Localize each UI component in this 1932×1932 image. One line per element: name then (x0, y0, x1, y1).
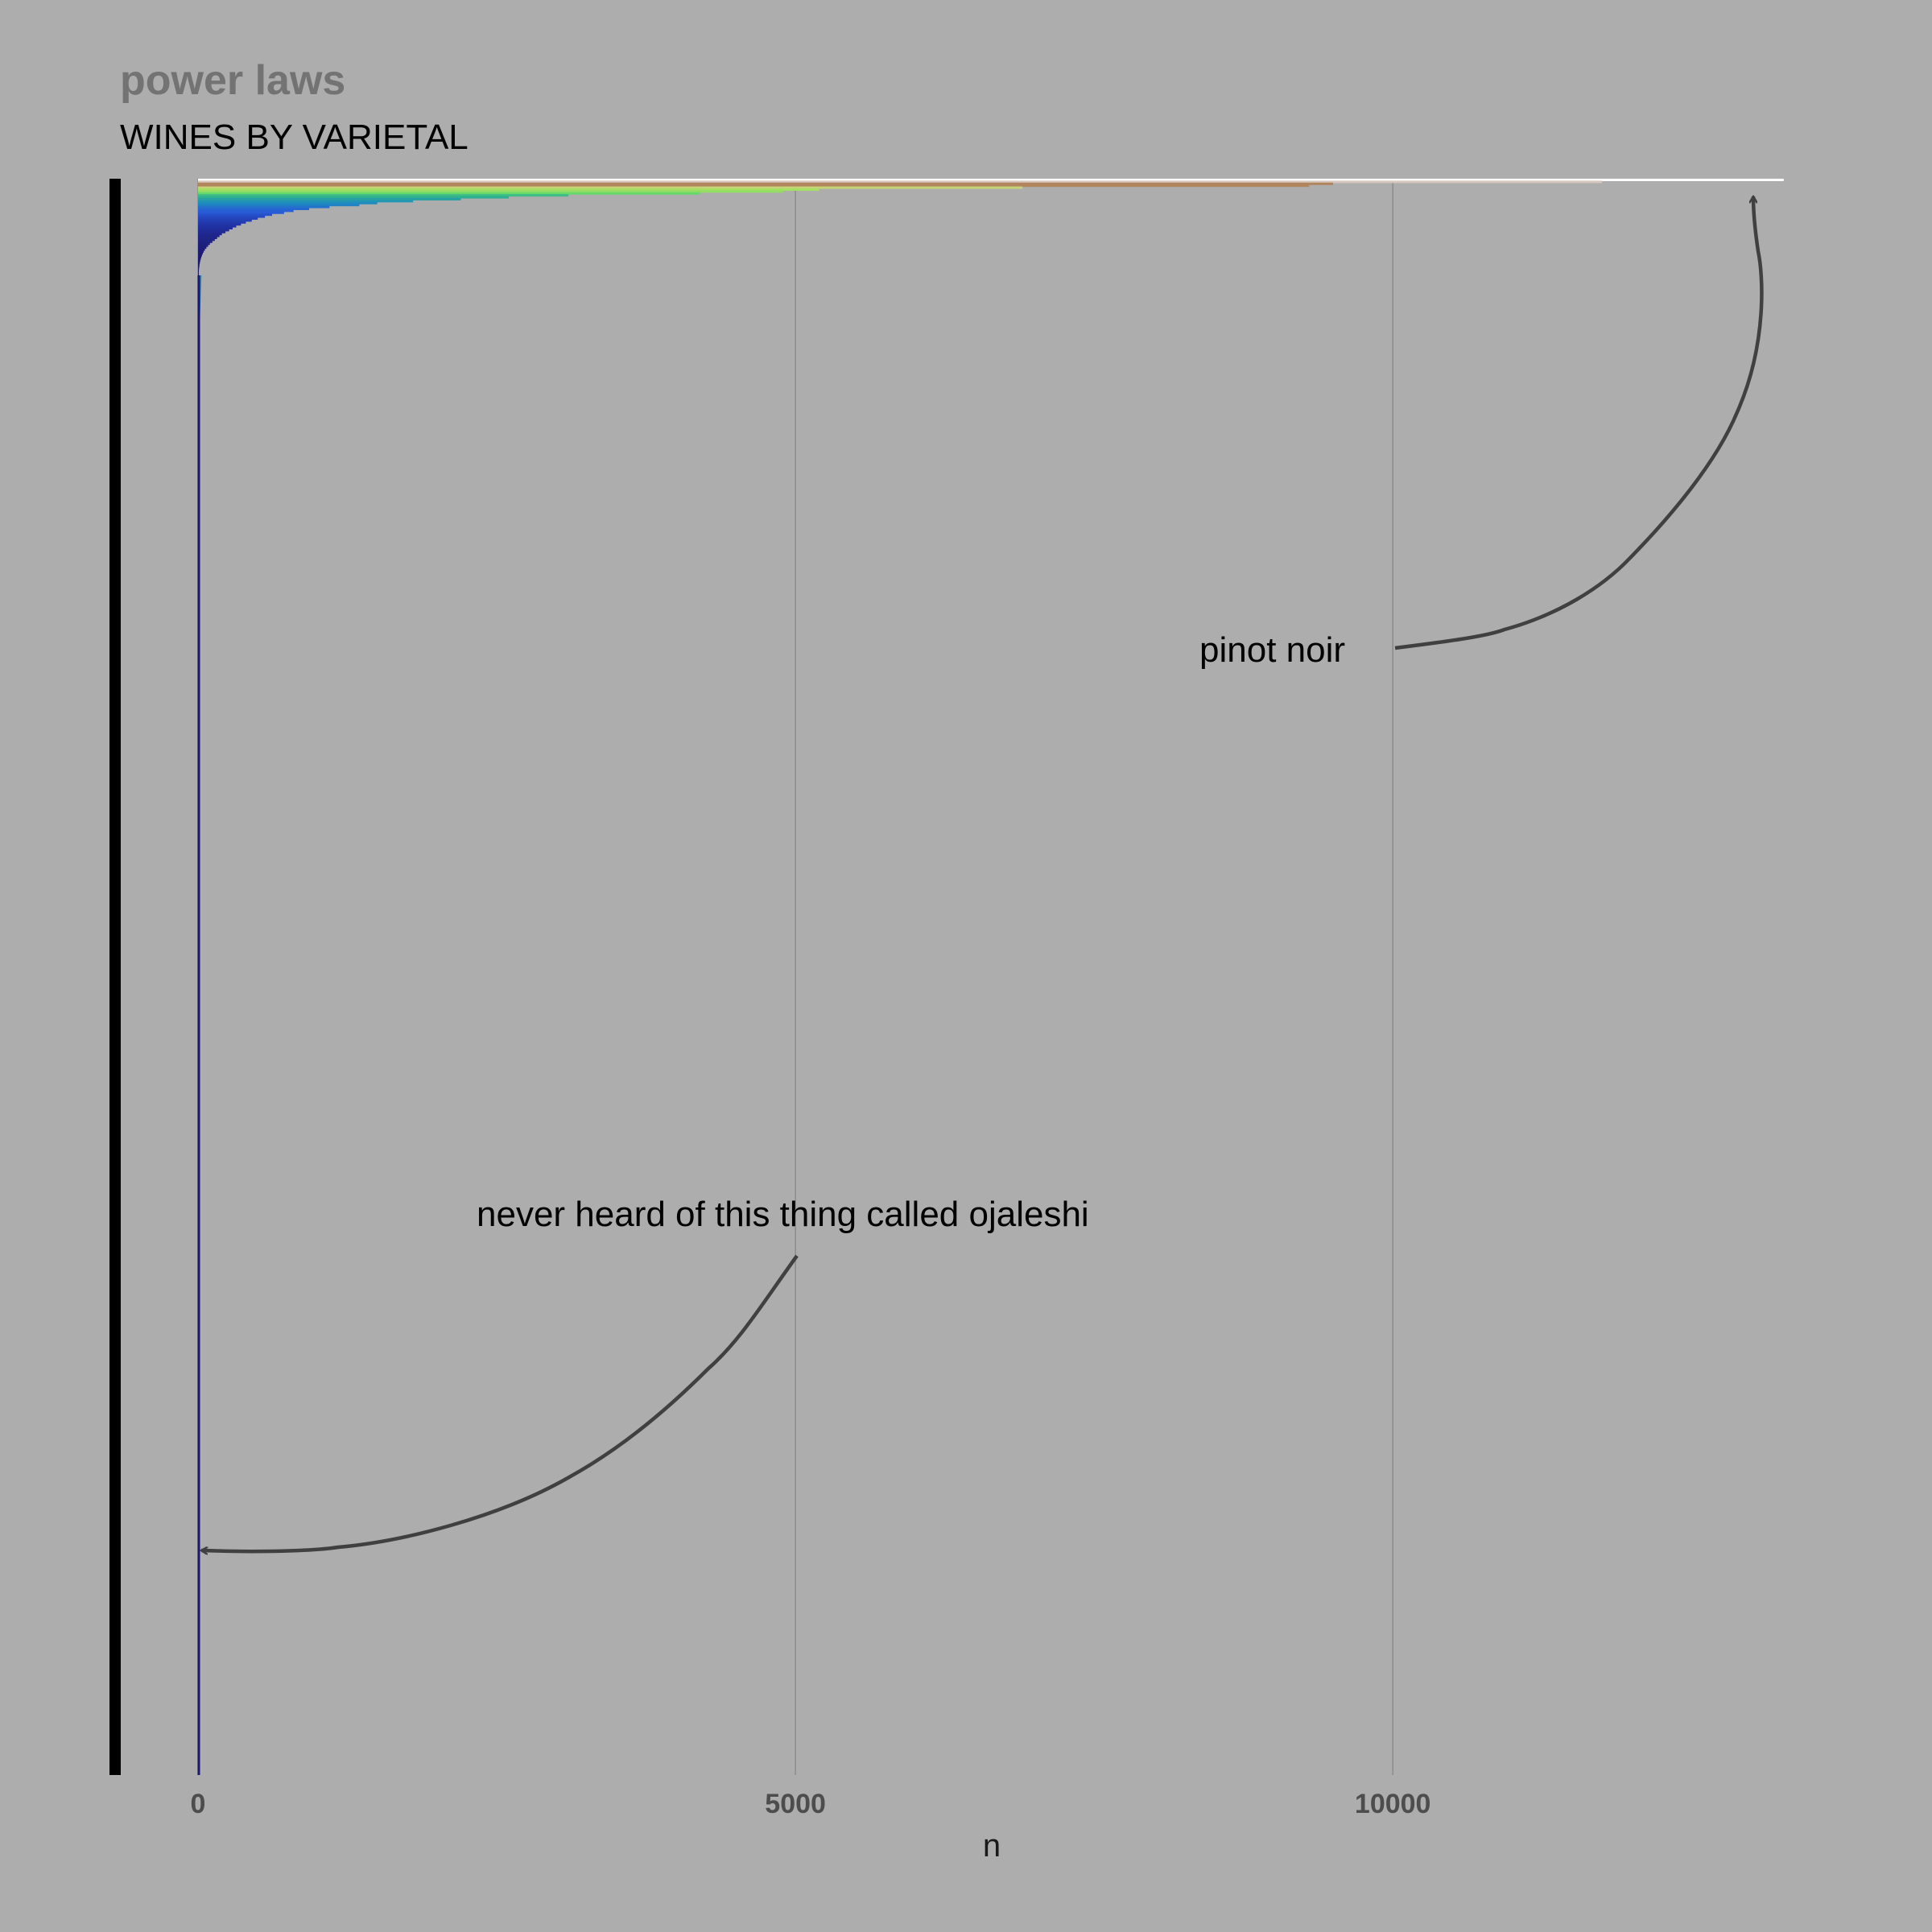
bar-rank-33 (198, 240, 213, 243)
bar-rank-9 (198, 194, 569, 197)
bar-rank-12 (198, 200, 414, 203)
bar-rank-45 (198, 263, 200, 266)
bar-rank-37 (198, 248, 205, 251)
bar-rank-6 (198, 188, 819, 191)
x-tick-label-5000: 5000 (765, 1789, 826, 1819)
bar-rank-27 (198, 229, 229, 232)
bar-rank-35 (198, 244, 208, 247)
bar-rank-3 (198, 182, 1333, 185)
bar-rank-34 (198, 242, 210, 246)
bar-rank-22 (198, 219, 252, 222)
bars (197, 179, 1784, 1775)
annotation-pinot-noir: pinot noir (1199, 630, 1345, 670)
bar-rank-25 (198, 225, 237, 228)
bar-rank-38 (198, 250, 204, 253)
bar-rank-2 (198, 180, 1602, 184)
bar-rank-32 (198, 238, 215, 242)
chart-title: power laws (120, 57, 346, 104)
bar-rank-15 (198, 205, 330, 208)
x-tick-label-0: 0 (191, 1789, 206, 1819)
bar-rank-5 (198, 186, 1023, 189)
bar-rank-36 (198, 246, 207, 249)
bar-rank-28 (198, 230, 226, 233)
bar-rank-49 (198, 271, 199, 275)
annotations: pinot noir never heard of this thing cal… (201, 196, 1764, 1551)
bar-rank-39 (198, 252, 203, 255)
bar-rank-41 (198, 256, 201, 258)
bar-rank-13 (198, 201, 378, 204)
bar-rank-1 (198, 179, 1784, 181)
bar-rank-10 (198, 196, 509, 199)
bar-rank-26 (198, 227, 233, 229)
bar-rank-29 (198, 233, 222, 236)
bar-rank-30 (198, 234, 220, 237)
bar-rank-8 (198, 192, 700, 195)
bar-rank-23 (198, 221, 246, 224)
bar-rank-24 (198, 223, 242, 226)
bar-rank-20 (198, 215, 266, 218)
bar-rank-18 (198, 211, 284, 214)
x-axis-title: n (983, 1828, 1001, 1864)
x-tick-label-10000: 10000 (1355, 1789, 1431, 1819)
bar-rank-19 (198, 213, 272, 217)
bar-rank-31 (198, 237, 217, 239)
bar-rank-16 (198, 208, 309, 210)
y-axis-bar (109, 179, 121, 1775)
annotation-arrow-pinot-noir (1394, 196, 1764, 650)
bar-rank-48 (198, 269, 199, 272)
bar-rank-42 (198, 258, 201, 261)
chart-subtitle: WINES BY VARIETAL (120, 118, 469, 157)
bar-rank-17 (198, 209, 294, 213)
bar-rank-7 (198, 190, 784, 193)
bar-rank-40 (198, 254, 202, 257)
bar-rank-14 (198, 204, 360, 207)
bar-rank-11 (198, 198, 461, 200)
bar-rank-21 (198, 217, 258, 220)
x-axis-ticks: 0 5000 10000 (191, 1789, 1431, 1819)
bar-rank-50 (198, 273, 199, 276)
bar-rank-47 (198, 267, 200, 270)
bar-rank-43 (198, 259, 200, 262)
bar-rank-4 (198, 184, 1310, 188)
annotation-ojaleshi: never heard of this thing called ojalesh… (477, 1195, 1089, 1234)
bar-rank-44 (198, 262, 200, 265)
annotation-arrow-ojaleshi (201, 1254, 799, 1551)
bar-rank-46 (198, 266, 200, 268)
gridlines (197, 179, 1393, 1775)
